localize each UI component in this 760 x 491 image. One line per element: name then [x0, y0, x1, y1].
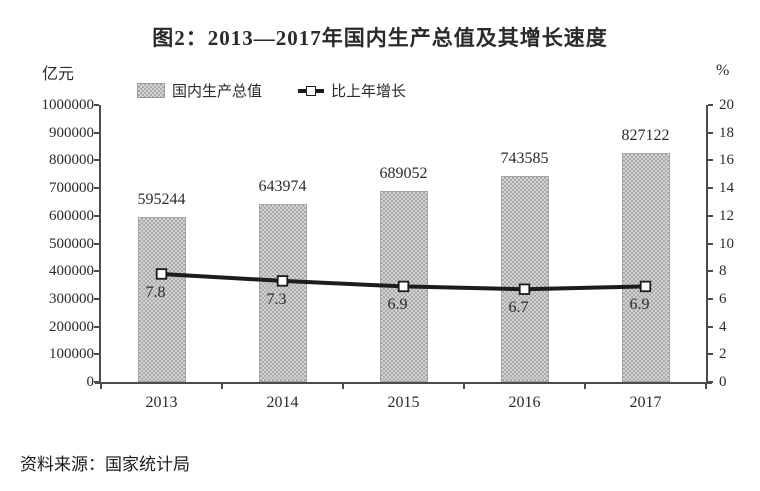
y-axis-left-tick-label: 1000000	[41, 97, 95, 113]
bar-value-label-2015: 689052	[379, 165, 428, 183]
line-point-marker-2015	[397, 280, 410, 293]
y-axis-left-tick-label: 700000	[49, 180, 94, 197]
y-axis-left-tick	[94, 131, 99, 134]
y-axis-right-tick	[708, 214, 713, 217]
y-axis-right-tick-label: 20	[719, 97, 734, 113]
x-axis-tick	[100, 384, 102, 389]
chart-title: 图2：2013—2017年国内生产总值及其增长速度	[152, 26, 608, 50]
line-value-label-2013: 7.8	[145, 283, 166, 301]
line-value-label-2017: 6.9	[629, 296, 650, 314]
x-axis-tick	[705, 384, 707, 389]
bar-2017	[621, 152, 670, 382]
line-value-label-2015: 6.9	[387, 296, 408, 314]
y-axis-left-tick	[94, 270, 99, 273]
growth-line-series	[155, 268, 652, 295]
y-axis-right-tick	[708, 381, 713, 383]
y-axis-right-tick	[708, 353, 713, 356]
right-axis-unit-label: %	[716, 62, 730, 79]
y-axis-right-tick	[708, 159, 713, 162]
bar-2016	[500, 176, 549, 382]
y-axis-left-tick	[94, 104, 99, 106]
line-point-marker-2017	[639, 280, 652, 293]
y-axis-right-tick	[708, 187, 713, 190]
legend-label-gdp: 国内生产总值	[172, 84, 263, 100]
bar-2014	[258, 203, 307, 382]
y-axis-left-tick-label: 200000	[49, 318, 94, 335]
x-axis-label-2013: 2013	[145, 394, 178, 411]
y-axis-right-tick	[708, 297, 713, 300]
y-axis-right-tick-label: 18	[719, 124, 734, 141]
y-axis-left-tick	[94, 242, 99, 245]
bar-value-label-2017: 827122	[621, 126, 670, 144]
y-axis-left-tick-label: 100000	[49, 346, 94, 363]
y-axis-left-tick-label: 500000	[49, 235, 94, 252]
y-axis-left-tick	[94, 159, 99, 162]
x-axis-tick	[584, 384, 586, 389]
y-axis-right-tick	[708, 325, 713, 328]
y-axis-right-tick-label: 8	[719, 263, 727, 280]
y-axis-left-tick-label: 900000	[49, 124, 94, 141]
x-axis-label-2014: 2014	[266, 394, 299, 411]
legend-item-growth: 比上年增长	[298, 80, 406, 101]
x-axis-tick	[463, 384, 465, 389]
x-axis-label-2017: 2017	[629, 394, 662, 411]
x-axis	[95, 382, 712, 384]
y-axis-right-tick-label: 10	[719, 235, 734, 252]
y-axis-left-tick	[94, 325, 99, 328]
bar-value-label-2016: 743585	[500, 150, 549, 168]
x-axis-label-2015: 2015	[387, 394, 420, 411]
x-axis-tick	[342, 384, 344, 389]
legend-label-growth: 比上年增长	[331, 84, 407, 100]
y-axis-right-tick-label: 12	[719, 207, 734, 224]
y-axis-left-tick-label: 0	[86, 374, 95, 390]
y-axis-right	[706, 105, 708, 382]
x-axis-label-2016: 2016	[508, 394, 541, 411]
y-axis-left-tick	[94, 381, 99, 383]
y-axis-left-tick-label: 300000	[49, 290, 94, 307]
line-value-label-2016: 6.7	[508, 299, 529, 317]
chart-legend: 国内生产总值 比上年增长	[137, 80, 406, 101]
line-point-marker-2014	[276, 275, 289, 287]
y-axis-right-tick-label: 16	[719, 152, 734, 169]
y-axis-right-tick-label: 0	[719, 374, 727, 390]
y-axis-right-tick-label: 14	[719, 180, 734, 197]
y-axis-left-tick-label: 800000	[49, 152, 94, 169]
bar-2013	[137, 217, 186, 382]
line-point-marker-2013	[155, 268, 168, 280]
source-note: 资料来源：国家统计局	[20, 455, 190, 474]
line-value-label-2014: 7.3	[266, 290, 287, 308]
bar-value-label-2014: 643974	[258, 177, 307, 195]
y-axis-right-tick-label: 2	[719, 346, 727, 363]
y-axis-right-tick-label: 6	[719, 290, 727, 307]
y-axis-left-tick-label: 600000	[49, 207, 94, 224]
y-axis-left-tick-label: 400000	[49, 263, 94, 280]
bar-value-label-2013: 595244	[137, 191, 186, 209]
y-axis-right-tick	[708, 270, 713, 273]
bar-series-swatch-icon	[137, 83, 165, 98]
legend-item-gdp: 国内生产总值	[137, 80, 262, 101]
y-axis-left-tick	[94, 353, 99, 356]
y-axis-right-tick	[708, 104, 713, 106]
line-series-swatch-icon	[298, 84, 325, 97]
y-axis-right-tick	[708, 131, 713, 134]
x-axis-tick	[221, 384, 223, 389]
y-axis-left-tick	[94, 214, 99, 217]
y-axis-right-tick-label: 4	[719, 318, 727, 335]
line-point-marker-2016	[518, 283, 531, 295]
y-axis-left-tick	[94, 187, 99, 190]
left-axis-unit-label: 亿元	[42, 66, 75, 83]
y-axis-left	[99, 105, 101, 382]
y-axis-right-tick	[708, 242, 713, 245]
y-axis-left-tick	[94, 297, 99, 300]
